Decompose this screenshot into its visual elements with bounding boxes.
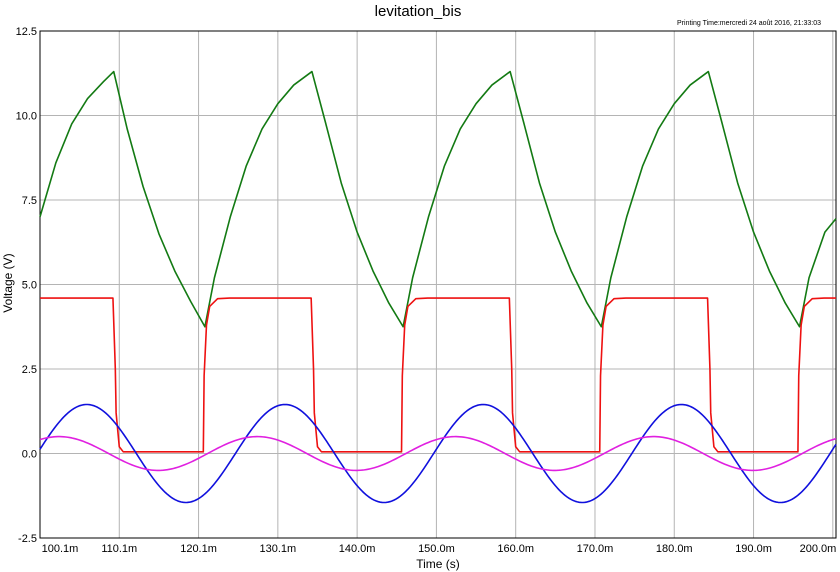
printing-time: Printing Time:mercredi 24 août 2016, 21:… (677, 20, 821, 27)
series-group (39, 70, 837, 504)
y-tick-label: 0.0 (22, 449, 37, 461)
y-tick-label: 12.5 (16, 26, 37, 38)
blue-series-line (39, 403, 837, 504)
y-tick-label: 10.0 (16, 111, 37, 123)
x-tick-label: 130.1m (259, 543, 296, 555)
x-tick-label: 120.1m (180, 543, 217, 555)
y-tick-label: 7.5 (22, 195, 37, 207)
green-series-line (39, 70, 837, 328)
y-tick-label: 2.5 (22, 364, 37, 376)
x-tick-label: 180.0m (656, 543, 693, 555)
x-tick-label: 150.0m (418, 543, 455, 555)
chart-title: levitation_bis (375, 3, 462, 20)
magenta-series-line (39, 435, 837, 472)
y-tick-label: 5.0 (22, 280, 37, 292)
x-tick-label: 170.0m (577, 543, 614, 555)
red-series-line (40, 297, 836, 453)
plot-area-frame (39, 30, 837, 539)
x-axis-label: Time (s) (416, 557, 460, 571)
x-tick-label: 140.0m (339, 543, 376, 555)
tick-labels: 100.1m 110.1m 120.1m 130.1m 140.0m 150.0m 160.… (16, 26, 837, 555)
x-tick-label: 200.0m (800, 543, 837, 555)
x-tick-label: 110.1m (101, 543, 137, 555)
x-tick-label: 190.0m (735, 543, 772, 555)
y-axis-label: Voltage (V) (1, 253, 15, 312)
x-tick-label: 160.0m (497, 543, 534, 555)
y-tick-label: -2.5 (18, 533, 37, 545)
x-tick-label: 100.1m (42, 543, 79, 555)
